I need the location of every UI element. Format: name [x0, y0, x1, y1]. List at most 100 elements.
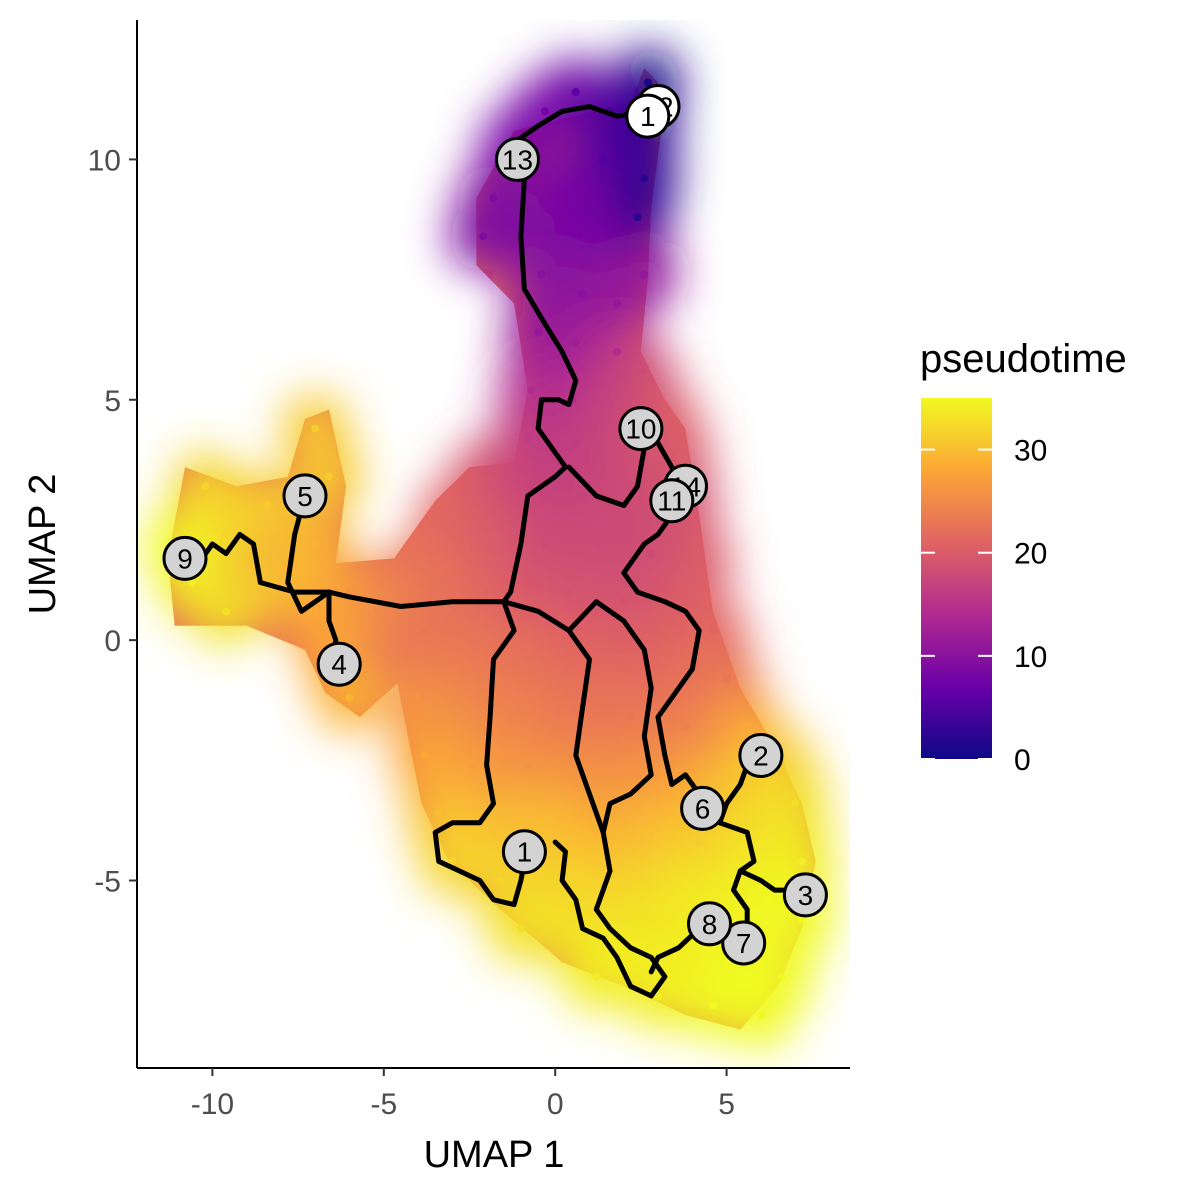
cell-point-81 — [496, 876, 505, 885]
trajectory-node-2: 2 — [738, 733, 784, 778]
node-label: 4 — [331, 649, 347, 680]
trajectory-node-1: 1 — [501, 829, 547, 875]
cell-point-109 — [187, 578, 196, 587]
cell-point-102 — [311, 540, 320, 548]
cell-point-73 — [482, 818, 491, 827]
node-circle — [782, 872, 828, 918]
node-circle — [649, 478, 695, 524]
cell-point-107 — [222, 530, 231, 539]
cell-point-51 — [530, 645, 539, 654]
cell-point-49 — [420, 626, 429, 635]
cell-point-50 — [475, 645, 484, 654]
cell-point-11 — [479, 232, 488, 241]
cell-point-20 — [612, 347, 621, 356]
cell-point-86 — [763, 895, 772, 904]
node-label: 11 — [657, 486, 686, 517]
node-circle — [687, 901, 732, 947]
y-ticks: -5 0 5 10 — [88, 144, 137, 899]
cell-point-26 — [523, 434, 532, 443]
cell-point-99 — [311, 607, 320, 616]
cell-point-2 — [640, 174, 649, 183]
cell-point-31 — [527, 482, 536, 491]
node-label: 6 — [695, 793, 711, 824]
cell-point-52 — [585, 645, 594, 654]
cell-point-8 — [540, 107, 549, 116]
node-circle — [282, 473, 328, 519]
node-circle — [618, 406, 664, 452]
cell-point-45 — [619, 597, 628, 606]
cell-point-18 — [534, 328, 543, 337]
trajectory-node-5: 5 — [282, 473, 328, 519]
cell-point-7 — [640, 270, 649, 279]
x-tick-label: 5 — [718, 1088, 735, 1121]
trajectory-node-4: 4 — [316, 641, 362, 687]
node-label: 2 — [753, 741, 769, 772]
cell-point-25 — [660, 415, 669, 423]
cell-point-103 — [325, 472, 333, 481]
cell-point-27 — [571, 439, 580, 447]
trajectory-to-10-14-11 — [566, 426, 702, 787]
node-layer: 12178316249514111013 — [162, 84, 828, 966]
cell-point-37 — [540, 540, 549, 548]
node-label: 10 — [625, 414, 656, 445]
cell-point-68 — [633, 770, 642, 779]
cell-point-41 — [414, 568, 423, 577]
cell-point-60 — [626, 713, 635, 722]
y-tick-label: 10 — [88, 144, 121, 177]
cell-point-58 — [516, 703, 525, 712]
x-axis-title: UMAP 1 — [424, 1134, 565, 1176]
trajectory-center-a — [432, 599, 527, 908]
cell-point-95 — [654, 991, 662, 1000]
cell-point-47 — [708, 626, 717, 635]
cell-point-89 — [571, 934, 580, 943]
trajectory-node-3: 3 — [782, 872, 828, 918]
trajectory-node-1: 1 — [625, 93, 671, 139]
cell-point-14 — [585, 227, 594, 236]
node-circle — [162, 535, 208, 581]
y-tick-label: -5 — [94, 866, 121, 899]
cell-point-13 — [564, 184, 573, 193]
node-label: 8 — [702, 909, 718, 940]
node-label: 7 — [736, 928, 752, 959]
cell-point-35 — [448, 511, 457, 520]
trajectory-center-b — [501, 599, 668, 999]
y-tick-label: 5 — [104, 385, 121, 418]
cell-point-39 — [647, 549, 656, 558]
cell-point-106 — [263, 501, 272, 510]
legend-ticks: 0 10 20 30 — [921, 435, 1047, 777]
cell-point-84 — [660, 886, 669, 895]
node-label: 1 — [517, 837, 533, 868]
node-label: 5 — [297, 481, 313, 512]
trajectory-node-13: 13 — [495, 136, 540, 182]
x-tick-label: -5 — [370, 1088, 397, 1121]
cell-point-48 — [373, 607, 381, 616]
cell-point-94 — [592, 972, 601, 981]
legend-tick-label: 30 — [1014, 435, 1047, 468]
trajectory-node-11: 11 — [649, 478, 695, 524]
cell-point-96 — [708, 1001, 717, 1010]
cell-point-55 — [722, 674, 731, 683]
cell-point-22 — [527, 386, 536, 395]
cell-point-111 — [222, 607, 231, 616]
cell-point-21 — [636, 366, 645, 375]
node-label: 9 — [177, 543, 193, 574]
cell-point-59 — [571, 703, 580, 712]
cell-point-3 — [633, 213, 642, 222]
y-tick-label: 0 — [104, 625, 121, 658]
trajectory-node-7: 7 — [721, 920, 767, 966]
cell-point-74 — [537, 818, 546, 827]
cell-point-10 — [489, 193, 498, 202]
cell-point-29 — [674, 453, 683, 462]
colorbar — [921, 398, 992, 759]
trajectory-node-9: 9 — [162, 535, 208, 581]
cell-point-40 — [695, 559, 704, 568]
node-circle — [316, 641, 362, 687]
node-circle — [501, 829, 547, 875]
legend-tick-label: 20 — [1014, 538, 1047, 571]
pseudotime-legend: pseudotime 0 10 20 30 — [920, 337, 1127, 777]
cell-point-62 — [743, 722, 752, 731]
cell-point-71 — [791, 799, 800, 808]
cell-point-36 — [489, 530, 498, 539]
cell-point-32 — [578, 491, 587, 500]
